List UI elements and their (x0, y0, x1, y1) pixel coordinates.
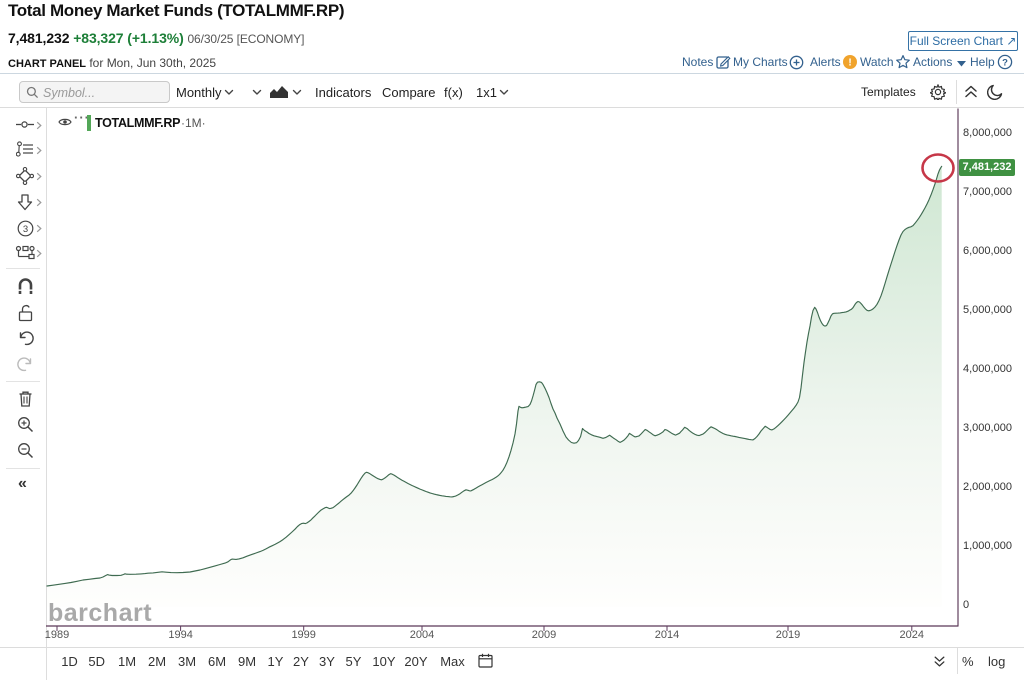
svg-text:?: ? (1002, 58, 1008, 69)
svg-text:3: 3 (23, 224, 28, 235)
svg-text:!: ! (848, 58, 851, 69)
